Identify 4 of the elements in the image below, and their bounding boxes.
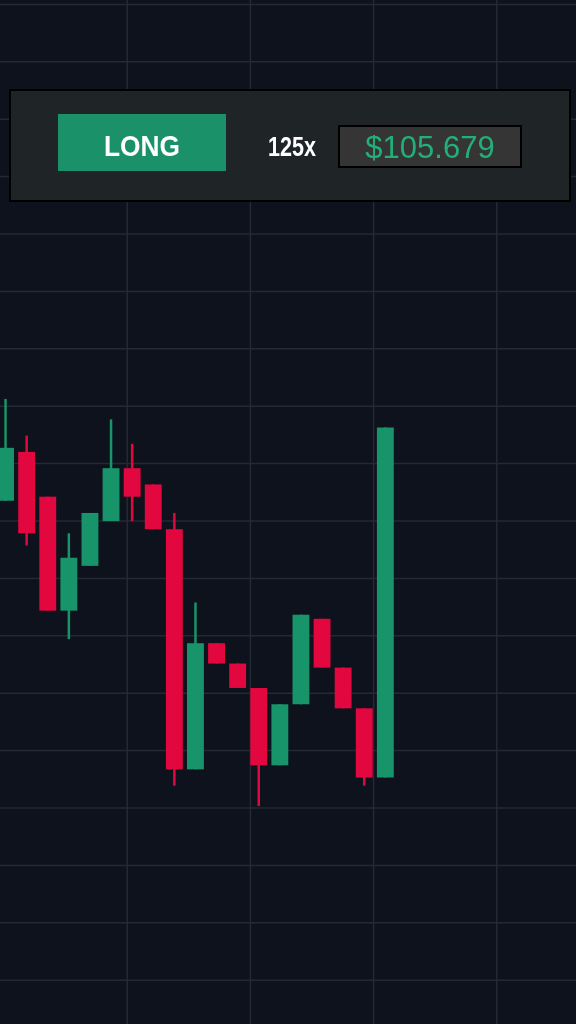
text: LONG bbox=[104, 129, 191, 162]
candlestick bbox=[207, 641, 225, 665]
text: 125x bbox=[268, 131, 331, 162]
text: $105.679 bbox=[365, 130, 495, 165]
